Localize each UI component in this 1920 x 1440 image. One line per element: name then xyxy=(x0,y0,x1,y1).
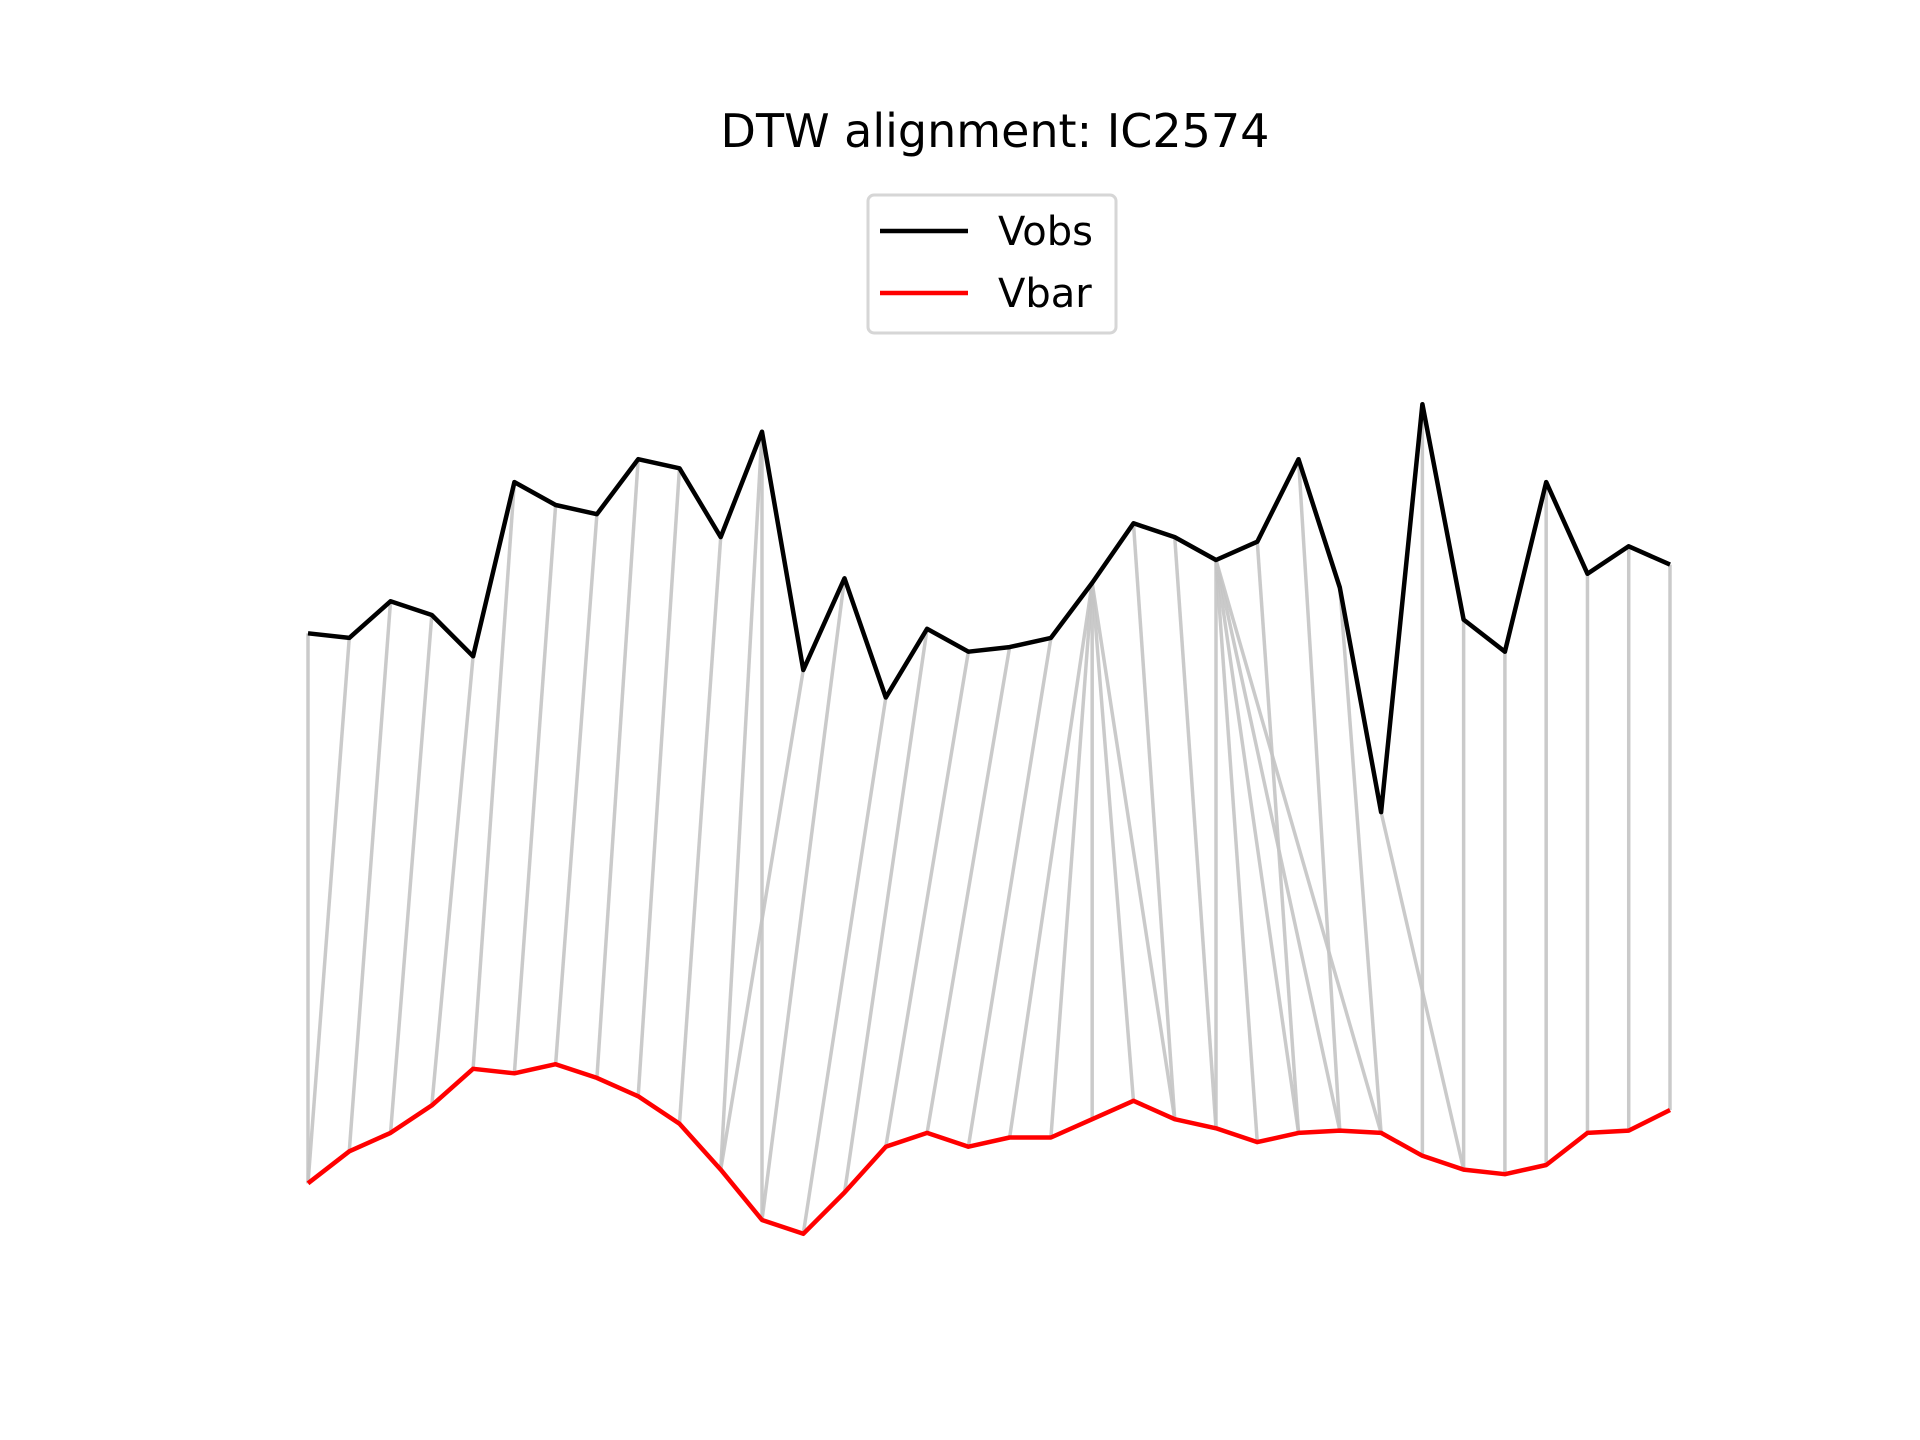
alignment-lines xyxy=(306,404,1672,1235)
alignment-line-23 xyxy=(1090,582,1136,1101)
series-line-vobs xyxy=(307,401,1671,815)
legend: Vobs Vbar xyxy=(866,193,1118,335)
alignment-line-32 xyxy=(1255,541,1301,1134)
alignment-line-33 xyxy=(1296,459,1342,1131)
legend-label-vobs: Vobs xyxy=(998,209,1093,255)
alignment-line-8 xyxy=(595,459,640,1079)
alignment-line-7 xyxy=(553,514,599,1065)
alignment-line-9 xyxy=(636,468,682,1097)
alignment-line-4 xyxy=(430,656,475,1106)
alignment-line-13 xyxy=(719,669,805,1170)
alignment-line-21 xyxy=(1049,582,1094,1138)
alignment-line-24 xyxy=(1090,582,1177,1120)
legend-label-vbar: Vbar xyxy=(998,271,1092,317)
alignment-line-1 xyxy=(306,637,352,1184)
chart-title: DTW alignment: IC2574 xyxy=(721,104,1270,158)
alignment-line-10 xyxy=(677,536,723,1124)
alignment-line-6 xyxy=(512,504,558,1074)
alignment-line-29 xyxy=(1214,559,1301,1134)
alignment-line-15 xyxy=(801,697,888,1235)
alignment-line-25 xyxy=(1131,523,1177,1120)
alignment-line-5 xyxy=(471,481,517,1069)
alignment-line-20 xyxy=(1007,582,1094,1138)
series-line-vbar xyxy=(306,1061,1672,1237)
alignment-line-34 xyxy=(1338,587,1383,1134)
alignment-line-19 xyxy=(966,637,1053,1147)
alignment-line-16 xyxy=(842,628,929,1193)
series-lines xyxy=(306,401,1672,1237)
alignment-line-3 xyxy=(388,614,434,1134)
alignment-line-26 xyxy=(1172,536,1218,1129)
alignment-line-14 xyxy=(760,578,847,1221)
alignment-line-2 xyxy=(347,601,393,1152)
alignment-line-31 xyxy=(1214,559,1383,1134)
alignment-line-18 xyxy=(925,646,1012,1134)
alignment-line-17 xyxy=(884,651,971,1147)
alignment-line-27 xyxy=(1214,559,1260,1143)
alignment-line-11 xyxy=(718,431,764,1170)
